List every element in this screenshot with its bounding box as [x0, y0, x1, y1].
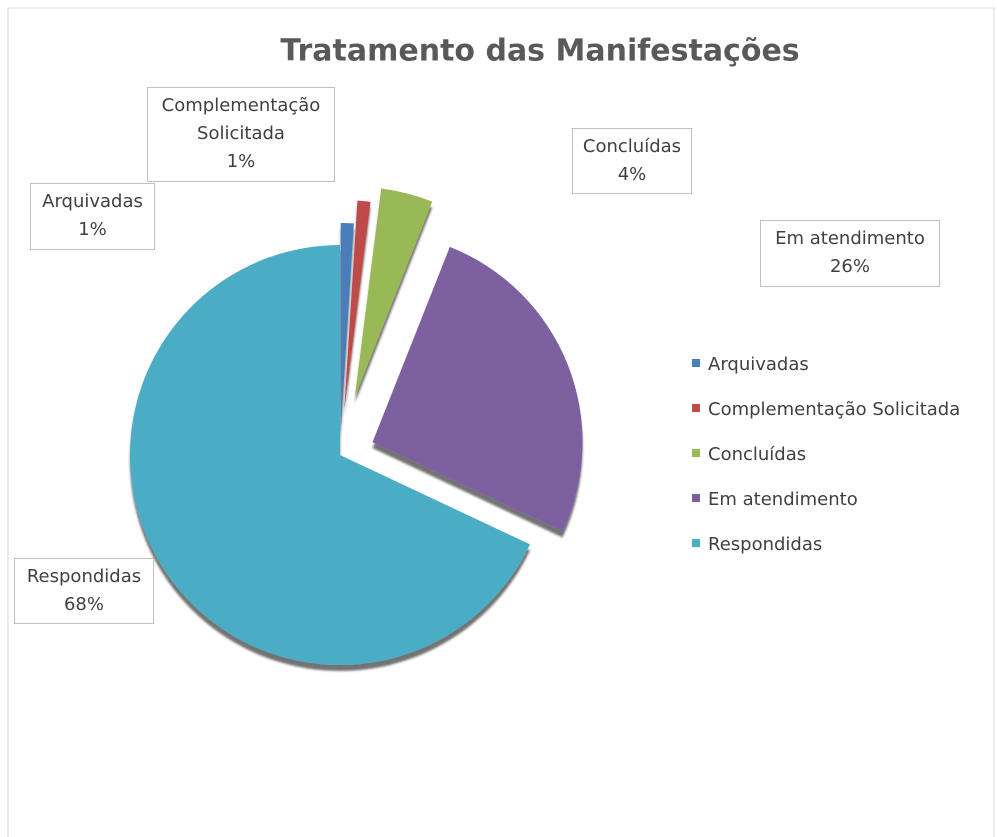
legend-label: Em atendimento — [708, 489, 858, 510]
data-label-value: 4% — [617, 164, 647, 185]
legend-item: Em atendimento — [692, 489, 858, 510]
legend-swatch — [692, 494, 700, 502]
data-label-value: 26% — [829, 256, 870, 277]
legend-swatch — [692, 404, 700, 412]
pie — [130, 188, 583, 666]
pie-slice — [130, 245, 531, 666]
legend-item: Complementação Solicitada — [692, 399, 960, 420]
legend-item: Concluídas — [692, 444, 806, 465]
pie-slice — [372, 246, 583, 532]
pie-slice — [340, 223, 354, 434]
legend-swatch — [692, 359, 700, 367]
pie-slice — [344, 200, 371, 411]
data-label-value: 1% — [226, 151, 256, 172]
legend-item: Arquivadas — [692, 354, 809, 375]
legend-swatch — [692, 449, 700, 457]
data-label-value: 1% — [78, 219, 107, 240]
legend-label: Concluídas — [708, 444, 807, 465]
data-label: Em atendimento 26% — [760, 220, 940, 287]
data-label: Respondidas 68% — [14, 558, 154, 624]
data-label: Complementação Solicitada 1% — [147, 87, 335, 182]
pie-slice — [354, 188, 433, 397]
data-label-category: Respondidas — [26, 566, 142, 587]
legend-swatch — [692, 539, 700, 547]
data-label-category: Concluídas — [582, 136, 682, 157]
legend-label: Complementação Solicitada — [708, 399, 961, 420]
data-label-category: Em atendimento — [775, 228, 925, 249]
data-label-category: Complementação Solicitada — [161, 95, 321, 144]
data-label-category: Arquivadas — [42, 191, 143, 212]
legend-label: Arquivadas — [708, 354, 809, 375]
data-label: Arquivadas 1% — [30, 183, 155, 250]
chart-frame — [7, 7, 995, 837]
legend-label: Respondidas — [708, 534, 823, 555]
data-label-value: 68% — [63, 594, 104, 615]
legend-item: Respondidas — [692, 534, 822, 555]
data-label: Concluídas 4% — [572, 128, 692, 194]
chart-title: Tratamento das Manifestações — [280, 34, 799, 69]
